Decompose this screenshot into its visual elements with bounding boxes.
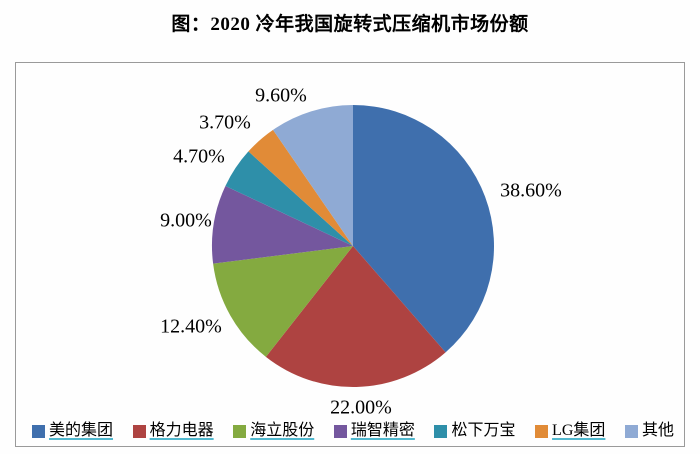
pie-slice-其他 — [273, 105, 353, 246]
slice-value-label-海立股份: 12.40% — [160, 315, 222, 338]
slice-value-label-松下万宝: 4.70% — [173, 145, 225, 168]
legend-item-LG集团: LG集团 — [535, 423, 605, 439]
slice-value-label-其他: 9.60% — [255, 84, 307, 107]
pie-slice-松下万宝 — [225, 151, 353, 246]
legend-label-松下万宝: 松下万宝 — [451, 422, 516, 439]
pie-slice-LG集团 — [248, 129, 353, 246]
legend-label-瑞智精密[interactable]: 瑞智精密 — [350, 422, 415, 439]
pie-slice-瑞智精密 — [211, 185, 353, 264]
legend-label-LG集团[interactable]: LG集团 — [552, 422, 606, 439]
legend-swatch-icon — [233, 424, 247, 438]
legend-label-其他: 其他 — [641, 422, 674, 439]
legend-swatch-icon — [333, 424, 347, 438]
legend-item-海立股份: 海立股份 — [233, 423, 314, 439]
pie-slice-美的集团 — [353, 105, 495, 353]
legend-item-美的集团: 美的集团 — [32, 423, 113, 439]
legend-item-松下万宝: 松下万宝 — [434, 423, 515, 439]
legend-item-瑞智精密: 瑞智精密 — [333, 422, 415, 439]
slice-value-label-格力电器: 22.00% — [330, 396, 392, 419]
legend-swatch-icon — [132, 424, 146, 438]
chart-title: 图：2020 冷年我国旋转式压缩机市场份额 — [171, 14, 529, 35]
legend-item-其他: 其他 — [624, 422, 674, 439]
legend-swatch-icon — [624, 424, 638, 438]
pie-slice-格力电器 — [265, 246, 446, 388]
pie-slice-海立股份 — [213, 246, 353, 357]
legend-swatch-icon — [32, 424, 45, 438]
slice-value-label-美的集团: 38.60% — [500, 179, 562, 202]
legend-item-格力电器: 格力电器 — [132, 422, 214, 439]
legend: 美的集团 格力电器 海立股份 瑞智精密 松下万宝 LG集团 其他 — [32, 420, 674, 442]
legend-swatch-icon — [434, 424, 448, 438]
legend-swatch-icon — [535, 424, 549, 438]
slice-value-label-瑞智精密: 9.00% — [160, 209, 212, 232]
chart-area: 38.60% 22.00% 12.40% 9.00% 4.70% 3.70% 9.60% 美… — [15, 62, 685, 447]
slice-value-label-LG集团: 3.70% — [199, 111, 251, 134]
legend-label-格力电器[interactable]: 格力电器 — [149, 422, 214, 439]
legend-label-海立股份[interactable]: 海立股份 — [250, 422, 315, 439]
pie-chart — [211, 105, 495, 388]
legend-label-美的集团[interactable]: 美的集团 — [49, 422, 114, 439]
